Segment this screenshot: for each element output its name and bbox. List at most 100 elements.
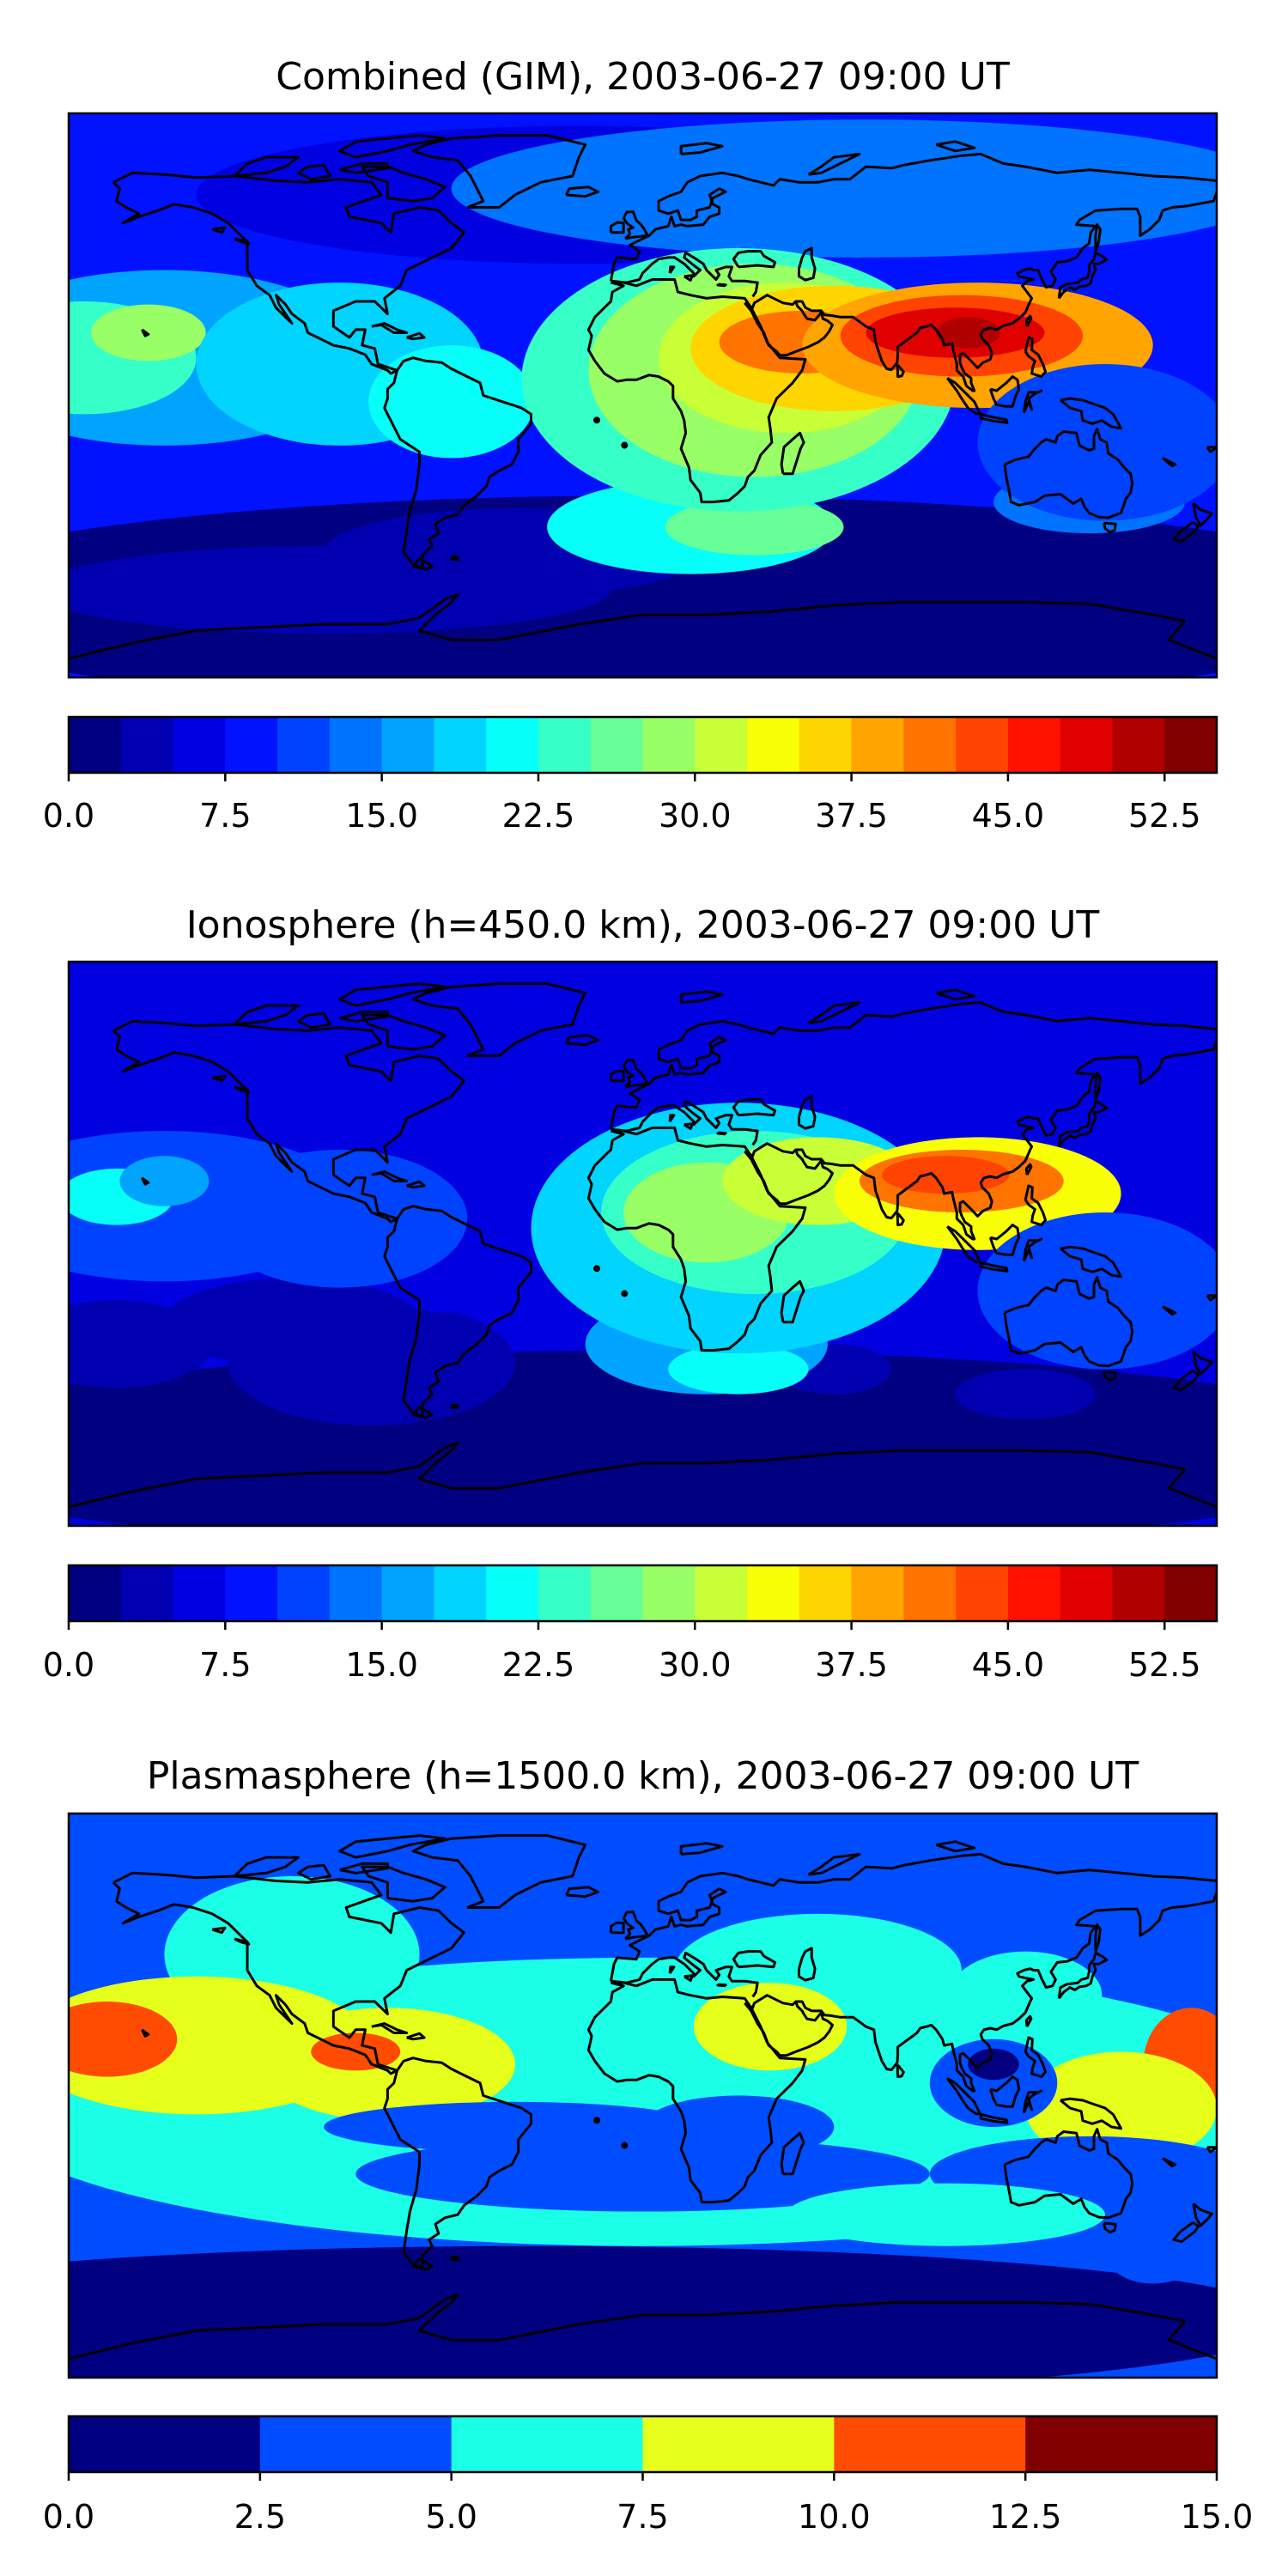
- coastline-43: [450, 556, 459, 561]
- colorbar-segment: [225, 1565, 278, 1621]
- field-contour-13: [1025, 2051, 1217, 2165]
- coastline-12: [1057, 251, 1109, 300]
- coastline-10: [744, 294, 834, 357]
- coastline-34: [339, 1010, 389, 1023]
- field-contour-12: [665, 498, 844, 556]
- colorbar-segment: [834, 2416, 1026, 2472]
- coastline-17: [979, 412, 1009, 424]
- field-contour-20: [786, 2183, 1106, 2246]
- coastline-23: [1192, 502, 1213, 527]
- coastline-23: [1192, 1351, 1213, 1376]
- panel-title: Combined (GIM), 2003-06-27 09:00 UT: [276, 55, 1010, 99]
- coastline-19: [1022, 389, 1043, 414]
- coastline-3: [411, 134, 587, 209]
- colorbar-tick-label: 7.5: [617, 2498, 668, 2536]
- field-contour-5: [69, 1300, 213, 1388]
- colorbar-tick-label: 0.0: [43, 1646, 94, 1684]
- coastline-43: [450, 1404, 459, 1409]
- coastline-5: [586, 1978, 807, 2204]
- coastline-40: [679, 990, 724, 1004]
- colorbar-segment: [173, 717, 226, 773]
- coastline-37: [211, 1074, 227, 1083]
- colorbar-segment: [799, 717, 853, 773]
- coastline-38: [234, 237, 251, 246]
- coastline-30: [406, 2032, 426, 2041]
- coastline-30: [406, 331, 426, 341]
- field-contour-5: [451, 119, 1217, 258]
- colorbar-segment: [1112, 1565, 1165, 1621]
- colorbar-segment: [434, 717, 487, 773]
- coastline-47: [141, 328, 150, 337]
- colorbar-segment: [799, 1565, 853, 1621]
- coastline-33: [234, 1004, 300, 1026]
- field-contour-18: [642, 2095, 835, 2159]
- coastline-39: [807, 1001, 861, 1024]
- colorbar-tick-label: 22.5: [502, 797, 575, 835]
- coastline-14: [1024, 2014, 1033, 2027]
- coastline-25: [780, 1279, 805, 1324]
- coastline-6: [609, 1852, 1217, 1982]
- coastline-21: [1003, 1276, 1134, 1368]
- field-contour-9: [69, 2002, 178, 2077]
- coastline-8: [732, 1098, 777, 1117]
- coastline-19: [1022, 1237, 1043, 1262]
- field-contour-21: [1105, 2221, 1201, 2284]
- coastline-8: [732, 1950, 777, 1969]
- colorbar-segment: [173, 1565, 226, 1621]
- coastline-49: [1206, 1294, 1217, 1302]
- colorbar-tick-label: 7.5: [199, 797, 251, 835]
- coastline-6: [609, 152, 1217, 282]
- coastline-44: [716, 283, 727, 288]
- colorbar-segment: [329, 717, 383, 773]
- coastline-3: [411, 1834, 587, 1909]
- coastline-31: [69, 592, 1217, 660]
- coastline-20: [1060, 2097, 1123, 2130]
- field-contour-1: [69, 2245, 1217, 2378]
- colorbar-segment: [642, 1565, 696, 1621]
- colorbar-segment: [486, 1565, 539, 1621]
- colorbar-segment: [225, 717, 278, 773]
- coastline-32: [361, 165, 447, 203]
- field-contour-13: [668, 1344, 809, 1394]
- coastline-13: [1094, 1072, 1102, 1101]
- coastline-41: [935, 988, 976, 1001]
- coastline-44: [716, 1983, 727, 1988]
- colorbar-segment: [69, 2416, 261, 2472]
- colorbar-segment: [120, 1565, 174, 1621]
- coastline-34: [339, 161, 389, 174]
- coastline-44: [716, 1131, 727, 1136]
- colorbar-tick-label: 37.5: [815, 797, 888, 835]
- colorbar-tick-label: 2.5: [234, 2498, 286, 2536]
- colorbar-segment: [538, 1565, 592, 1621]
- coastline-16: [946, 2077, 981, 2116]
- coastline-2: [383, 1205, 532, 1418]
- coastline-34: [339, 1862, 389, 1874]
- colorbar-tick-label: 10.0: [798, 2498, 871, 2536]
- coastline-7: [611, 251, 759, 298]
- coastline-20: [1060, 1245, 1123, 1279]
- colorbar-segment: [381, 1565, 435, 1621]
- coastline-28: [609, 221, 625, 234]
- coastline-27: [622, 1911, 649, 1941]
- colorbar-segment: [259, 2416, 453, 2472]
- coastline-29: [371, 1170, 409, 1182]
- coastline-27: [622, 210, 649, 240]
- colorbar-segment: [120, 717, 174, 773]
- coastline-24: [1172, 1370, 1200, 1392]
- coastline-26: [896, 2063, 905, 2079]
- coastline-46: [683, 274, 694, 282]
- field-contour-4: [164, 1278, 420, 1366]
- coastline-25: [780, 2131, 805, 2176]
- coastline-24: [1172, 2221, 1200, 2244]
- coastline-15: [1024, 1184, 1048, 1227]
- coastline-11: [795, 1039, 1217, 1241]
- colorbar-tick-label: 12.5: [989, 2498, 1062, 2536]
- island-dot: [621, 441, 629, 449]
- field-contour-6: [949, 1951, 1103, 2039]
- colorbar-segment: [381, 717, 435, 773]
- field-contour-21: [977, 1212, 1217, 1370]
- colorbar-segment: [695, 717, 748, 773]
- colorbar-segment: [642, 2416, 835, 2472]
- coastline-2: [383, 356, 532, 569]
